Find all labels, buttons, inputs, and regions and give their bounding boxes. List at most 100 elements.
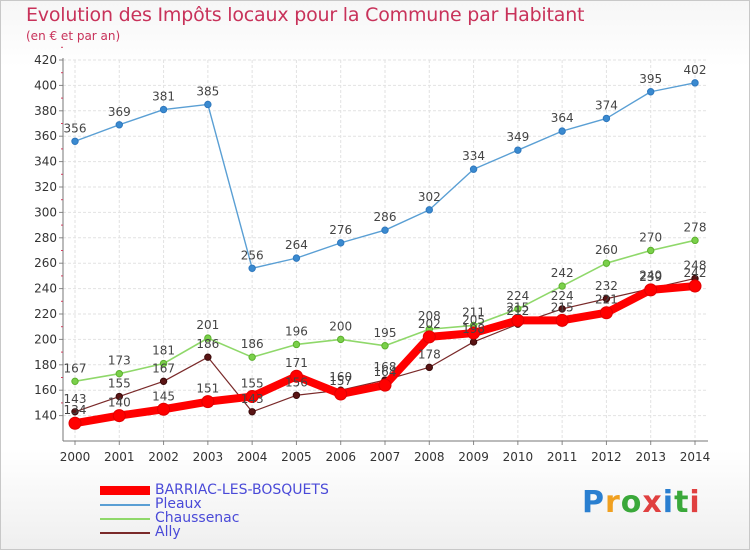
data-point-ally bbox=[292, 391, 301, 399]
data-label-pleaux: 385 bbox=[196, 84, 219, 98]
y-tick-label: 180 bbox=[34, 358, 57, 372]
data-label-barriac: 140 bbox=[108, 396, 131, 410]
data-label-barriac: 155 bbox=[241, 377, 264, 391]
data-label-chaussenac: 181 bbox=[152, 344, 175, 358]
data-label-pleaux: 381 bbox=[152, 90, 175, 104]
data-label-ally: 186 bbox=[196, 337, 219, 351]
data-label-barriac: 134 bbox=[64, 403, 87, 417]
data-point-pleaux bbox=[159, 105, 168, 114]
data-label-chaussenac: 278 bbox=[684, 220, 707, 234]
legend-item-pleaux[interactable]: Pleaux bbox=[100, 497, 420, 512]
data-point-pleaux bbox=[381, 226, 389, 234]
x-tick-label: 2013 bbox=[635, 450, 666, 464]
data-point-chaussenac bbox=[691, 236, 699, 245]
data-label-barriac: 205 bbox=[462, 313, 485, 327]
data-label-barriac: 171 bbox=[285, 356, 308, 370]
data-label-ally: 212 bbox=[506, 304, 529, 318]
data-label-pleaux: 286 bbox=[374, 210, 397, 224]
x-tick-label: 2002 bbox=[148, 450, 179, 464]
data-point-chaussenac bbox=[647, 246, 655, 255]
legend-label-barriac: BARRIAC-LES-BOSQUETS bbox=[155, 482, 329, 498]
data-point-pleaux bbox=[558, 127, 566, 135]
data-point-barriac bbox=[555, 313, 569, 327]
data-point-chaussenac bbox=[115, 369, 123, 378]
legend-swatch-pleaux bbox=[100, 504, 150, 506]
data-label-ally: 167 bbox=[152, 361, 175, 375]
chart-title: Evolution des Impôts locaux pour la Comm… bbox=[26, 4, 585, 26]
chart-subtitle: (en € et par an) bbox=[26, 29, 121, 43]
data-point-barriac bbox=[157, 402, 171, 416]
data-point-barriac bbox=[467, 326, 481, 340]
data-point-barriac bbox=[378, 378, 392, 392]
data-label-pleaux: 264 bbox=[285, 238, 308, 252]
data-label-pleaux: 402 bbox=[684, 63, 707, 77]
data-label-chaussenac: 173 bbox=[108, 354, 131, 368]
data-label-chaussenac: 242 bbox=[551, 266, 574, 280]
data-label-pleaux: 302 bbox=[418, 190, 441, 204]
data-point-barriac bbox=[245, 390, 259, 404]
y-tick-label: 240 bbox=[34, 282, 57, 296]
data-point-barriac bbox=[644, 283, 658, 297]
data-point-barriac bbox=[68, 416, 82, 430]
data-label-chaussenac: 200 bbox=[329, 319, 352, 333]
legend-item-chaussenac[interactable]: Chaussenac bbox=[100, 510, 420, 526]
data-point-pleaux bbox=[337, 239, 345, 247]
data-label-chaussenac: 211 bbox=[462, 305, 485, 319]
legend-item-barriac[interactable]: BARRIAC-LES-BOSQUETS bbox=[100, 482, 420, 498]
data-point-chaussenac bbox=[514, 305, 522, 313]
data-point-pleaux bbox=[71, 137, 79, 145]
data-label-chaussenac: 260 bbox=[595, 243, 618, 257]
data-point-barriac bbox=[201, 395, 215, 409]
data-label-chaussenac: 167 bbox=[64, 361, 87, 375]
logo-letter: i bbox=[662, 485, 675, 520]
x-tick-label: 2007 bbox=[370, 450, 401, 464]
data-point-pleaux bbox=[115, 121, 123, 129]
y-tick-label: 280 bbox=[34, 231, 57, 245]
legend-label-chaussenac: Chaussenac bbox=[155, 510, 240, 526]
data-point-chaussenac bbox=[381, 342, 389, 350]
logo-letter: P bbox=[582, 485, 605, 520]
data-point-barriac bbox=[688, 279, 702, 293]
data-label-chaussenac: 186 bbox=[241, 337, 264, 351]
y-tick-label: 260 bbox=[34, 256, 57, 270]
data-label-barriac: 215 bbox=[506, 300, 529, 314]
x-tick-label: 2001 bbox=[104, 450, 135, 464]
data-point-pleaux bbox=[292, 254, 301, 262]
y-tick-label: 340 bbox=[34, 155, 57, 169]
data-label-ally: 143 bbox=[241, 392, 264, 406]
data-label-chaussenac: 208 bbox=[418, 309, 441, 323]
x-tick-label: 2000 bbox=[60, 450, 91, 464]
data-label-ally: 155 bbox=[108, 377, 131, 391]
data-label-barriac: 215 bbox=[551, 300, 574, 314]
x-tick-label: 2009 bbox=[458, 450, 489, 464]
data-point-ally bbox=[204, 353, 212, 361]
data-point-chaussenac bbox=[337, 335, 345, 344]
legend-swatch-chaussenac bbox=[100, 518, 150, 520]
data-label-pleaux: 256 bbox=[241, 248, 264, 262]
data-label-ally: 178 bbox=[418, 347, 441, 361]
data-label-barriac: 221 bbox=[595, 293, 618, 307]
data-point-chaussenac bbox=[248, 353, 256, 361]
data-label-chaussenac: 270 bbox=[639, 231, 662, 245]
data-point-chaussenac bbox=[558, 282, 566, 290]
y-tick-label: 160 bbox=[34, 383, 57, 397]
data-label-pleaux: 334 bbox=[462, 149, 485, 163]
data-point-ally bbox=[248, 408, 256, 416]
data-point-ally bbox=[425, 363, 433, 372]
data-label-pleaux: 395 bbox=[639, 72, 662, 86]
data-label-barriac: 157 bbox=[329, 374, 352, 388]
data-label-pleaux: 374 bbox=[595, 98, 618, 112]
data-point-barriac bbox=[334, 387, 348, 401]
y-tick-label: 200 bbox=[34, 332, 57, 346]
x-tick-label: 2014 bbox=[680, 450, 711, 464]
legend-item-ally[interactable]: Ally bbox=[100, 525, 420, 540]
data-label-ally: 224 bbox=[551, 289, 574, 303]
data-label-pleaux: 276 bbox=[329, 223, 352, 237]
data-point-pleaux bbox=[514, 146, 522, 154]
logo-letter: o bbox=[620, 485, 643, 520]
y-tick-label: 320 bbox=[34, 180, 57, 194]
x-tick-label: 2005 bbox=[281, 450, 312, 464]
